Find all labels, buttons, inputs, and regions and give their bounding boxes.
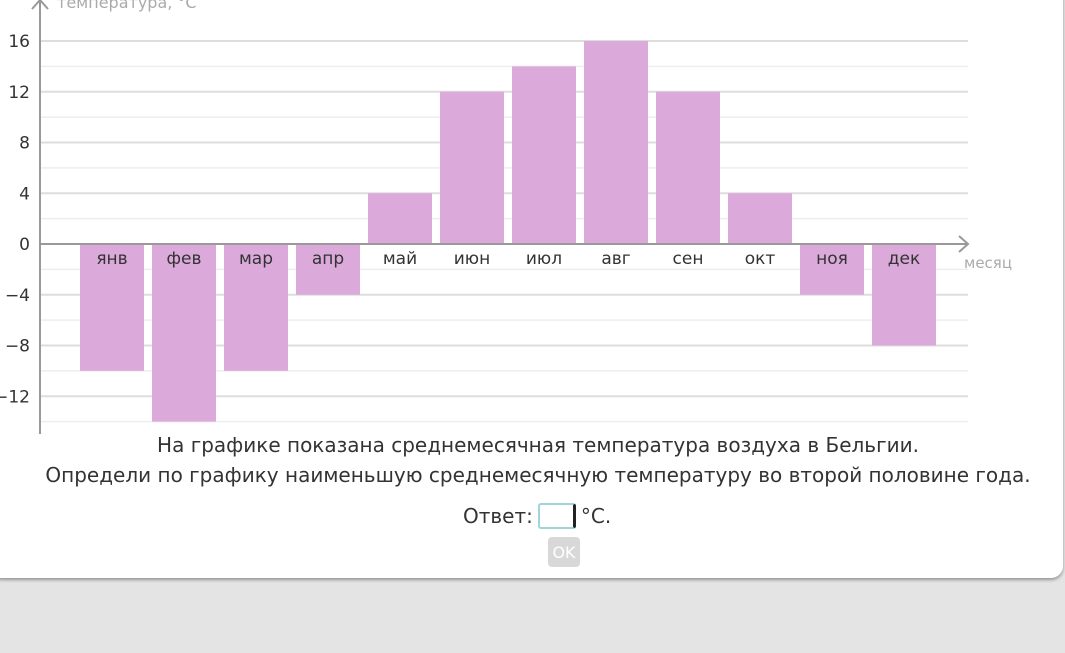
bar-мар (224, 244, 288, 371)
answer-label: Ответ: (463, 504, 533, 528)
bar-окт (728, 193, 792, 244)
x-tick-label: окт (745, 249, 776, 269)
x-tick-label: янв (96, 249, 127, 269)
bar-янв (80, 244, 144, 371)
bar-апр (296, 244, 360, 295)
y-tick-label: 4 (19, 184, 30, 204)
y-tick-label: 12 (8, 83, 30, 103)
bar-май (368, 193, 432, 244)
x-tick-label: май (383, 249, 417, 269)
question-line-1: На графике показана среднемесячная темпе… (157, 433, 919, 457)
ok-button[interactable]: OK (548, 537, 580, 567)
question-line-2: Определи по графику наименьшую среднемес… (45, 463, 1031, 487)
answer-input[interactable] (537, 503, 576, 529)
y-tick-label: −8 (5, 337, 30, 357)
answer-unit: °C. (580, 504, 612, 528)
y-tick-label: 0 (19, 235, 30, 255)
x-tick-label: мар (239, 249, 273, 269)
x-axis-arrow (958, 235, 970, 253)
bar-июн (440, 91, 504, 244)
bar-авг (584, 41, 648, 244)
bar-июл (512, 66, 576, 244)
temperature-chart: 16 12 8 4 0 −4 −8 −12 янв фев мар апр май июн июл авг се… (0, 0, 1012, 434)
answer-row: Ответ: °C. (463, 503, 611, 529)
bar-дек (872, 244, 936, 346)
bar-сен (656, 91, 720, 244)
y-tick-label: 8 (19, 134, 30, 154)
y-axis-arrow (31, 0, 49, 10)
y-axis-label: температура, °C (57, 0, 197, 12)
x-tick-label: фев (166, 249, 201, 269)
x-tick-label: ноя (816, 249, 848, 269)
x-tick-label: авг (601, 249, 630, 269)
bar-ноя (800, 244, 864, 295)
y-tick-label: 16 (8, 32, 30, 52)
x-tick-label: сен (673, 249, 704, 269)
x-tick-label: июн (454, 249, 490, 269)
x-tick-label: дек (888, 249, 920, 269)
bar-фев (152, 244, 216, 422)
x-tick-label: апр (312, 249, 344, 269)
y-tick-label: −4 (5, 286, 30, 306)
x-tick-label: июл (526, 249, 562, 269)
y-tick-label: −12 (0, 387, 30, 407)
x-axis-label: месяц (964, 254, 1012, 272)
